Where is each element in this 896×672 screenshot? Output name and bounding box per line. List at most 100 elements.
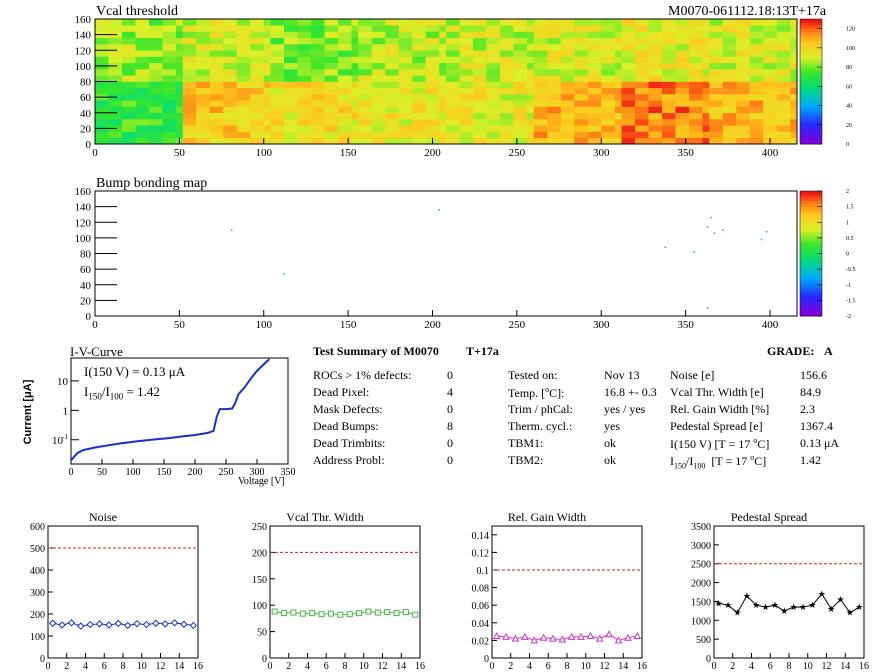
vcal-map-cell xyxy=(351,31,359,39)
noise-plot-point xyxy=(48,619,57,627)
pedestal-spread-plot-point: ★ xyxy=(715,598,723,608)
vcal-map-cell xyxy=(297,56,312,64)
vcal-map-cell xyxy=(162,69,177,76)
vcal-map-cell xyxy=(182,19,197,26)
ratio-label: I150/I100 [T = 17 oC] xyxy=(670,453,766,470)
vcal-map-cell xyxy=(439,87,447,95)
vcal-map-cell xyxy=(500,19,514,26)
vcal-map-cell xyxy=(486,44,501,51)
vcal-map-cell xyxy=(736,31,751,39)
gain-width-plot-point xyxy=(624,633,632,641)
ratio-sub1: 150 xyxy=(674,461,686,471)
vcal-map-palette-cell xyxy=(800,128,822,132)
vcal-map-cell xyxy=(263,94,271,101)
vcal-map-cell xyxy=(675,81,690,89)
vcal-map-cell xyxy=(236,119,251,126)
vcal-map-cell xyxy=(425,56,440,64)
vcal-map-cell xyxy=(196,56,211,64)
vcal-map-cell xyxy=(385,25,400,32)
vcal-map-cell xyxy=(297,37,312,45)
vcal-map-cell xyxy=(182,100,197,107)
vcal-map-cell xyxy=(351,87,359,95)
vcal-map-cell xyxy=(263,81,271,89)
vcal-map-y-tick-label: 120 xyxy=(75,45,92,57)
vcal-map-cell xyxy=(108,106,123,114)
vcal-map-cell xyxy=(527,31,535,39)
noise-plot-point xyxy=(142,620,151,629)
vcal-map-cell xyxy=(776,37,791,45)
vcal-map-cell xyxy=(162,37,177,45)
vcal-map-cell xyxy=(662,50,676,57)
vcal-map-cell xyxy=(614,25,622,32)
vcal-map-cell xyxy=(270,25,285,32)
vcal-map-cell xyxy=(601,131,616,139)
pedestal-spread-plot-point: ★ xyxy=(846,608,854,618)
module-id-label: M0070-061112.18:13T+17a xyxy=(668,4,827,19)
vcal-map-cell xyxy=(702,50,710,57)
vcal-map-x-tick-label: 0 xyxy=(92,147,98,159)
vcal-map-cell xyxy=(702,19,710,26)
temp-label-post: C]: xyxy=(549,386,565,400)
vcal-map-cell xyxy=(527,87,535,95)
vcal-map-cell xyxy=(614,119,622,126)
vcal-map-cell xyxy=(635,50,649,57)
iv-current-label: I(150 V) = 0.13 μA xyxy=(84,364,186,379)
vcal-map-cell xyxy=(675,100,690,107)
vcal-map-cell xyxy=(722,112,737,120)
vcal-map-cell xyxy=(412,81,427,89)
vcal-map-cell xyxy=(324,137,339,145)
vcal-map-cell xyxy=(547,119,562,126)
vcal-map-cell xyxy=(196,62,211,70)
vcal-map-cell xyxy=(95,69,109,76)
iv-x-tick-label: 300 xyxy=(250,467,265,478)
vcal-map-cell xyxy=(689,19,703,26)
mask-defects-value: 0 xyxy=(447,402,453,416)
vcal-map-palette-cell xyxy=(800,69,822,73)
vcal-map-cell xyxy=(574,56,589,64)
vcal-map-cell xyxy=(108,44,123,51)
iv-curve-title: I-V-Curve xyxy=(70,344,123,359)
vcal-map-cell xyxy=(338,125,352,132)
vcal-map-cell xyxy=(324,37,339,45)
dead-trimbits-value: 0 xyxy=(447,436,453,450)
vcal-map-cell xyxy=(176,37,184,45)
gain-width-plot-y-tick-label: 0.06 xyxy=(472,601,490,612)
vcal-map-palette-cell xyxy=(800,94,822,98)
vcal-map-cell xyxy=(439,125,447,132)
noise-plot-x-tick-label: 6 xyxy=(102,661,107,670)
vcal-map-cell xyxy=(236,106,251,114)
vcal-map-cell xyxy=(749,37,764,45)
vcal-map-cell xyxy=(209,19,224,26)
vcal-map-x-tick-label: 400 xyxy=(762,147,779,159)
pedestal-spread-plot-point: ★ xyxy=(743,591,751,601)
noise-plot-point xyxy=(170,619,179,627)
vcal-map-cell xyxy=(439,56,447,64)
vcal-map-cell xyxy=(621,31,636,39)
vcal-map-cell xyxy=(135,119,150,126)
vcal-map-cell xyxy=(385,137,400,145)
vcal-map-cell xyxy=(614,106,622,114)
vcal-map-cell xyxy=(371,19,386,26)
vcal-map-cell xyxy=(122,56,136,64)
vcal-map-cell xyxy=(324,112,339,120)
vcal-map-cell xyxy=(763,75,778,82)
noise-plot-point xyxy=(77,622,85,630)
vcal-map-palette-cell xyxy=(800,25,822,29)
vcal-map-cell xyxy=(371,56,386,64)
vcal-map-cell xyxy=(689,94,703,101)
vcal-map-cell xyxy=(270,56,285,64)
vcal-map-cell xyxy=(736,125,751,132)
bump-palette-tick-label: -0.5 xyxy=(846,267,856,273)
vcal-map-cell xyxy=(162,100,177,107)
vcal-map-cell xyxy=(358,137,373,145)
vcal-map-cell xyxy=(122,100,136,107)
vcal-map-cell xyxy=(270,75,285,82)
vcal-width-plot-point xyxy=(271,608,278,615)
vcal-map-cell xyxy=(473,100,487,107)
vcal-map-cell xyxy=(621,125,636,132)
vcal-map-cell xyxy=(486,25,501,32)
vcal-map-cell xyxy=(338,106,352,114)
vcal-map-cell xyxy=(776,31,791,39)
vcal-map-cell xyxy=(513,62,528,70)
vcal-map-cell xyxy=(324,87,339,95)
